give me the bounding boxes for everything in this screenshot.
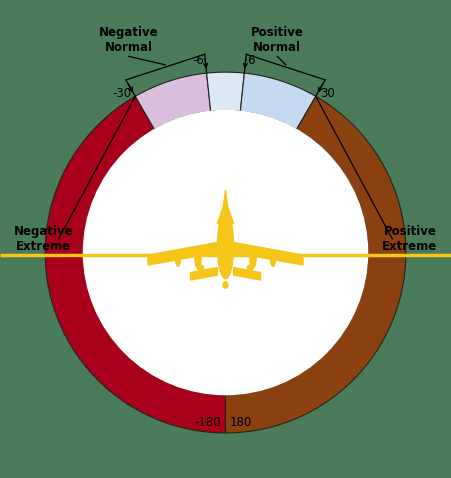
Text: Positive
Extreme: Positive Extreme bbox=[382, 225, 437, 253]
Ellipse shape bbox=[271, 251, 276, 266]
Text: 6: 6 bbox=[247, 54, 254, 67]
Polygon shape bbox=[234, 268, 261, 280]
Polygon shape bbox=[226, 96, 406, 433]
Polygon shape bbox=[45, 96, 226, 433]
Polygon shape bbox=[234, 242, 303, 265]
Text: 30: 30 bbox=[320, 87, 335, 100]
Text: -180: -180 bbox=[194, 416, 221, 429]
Ellipse shape bbox=[195, 250, 201, 268]
Ellipse shape bbox=[250, 250, 256, 268]
Text: Positive
Normal: Positive Normal bbox=[251, 26, 304, 54]
Ellipse shape bbox=[217, 214, 234, 279]
Polygon shape bbox=[207, 72, 244, 111]
Text: Negative
Extreme: Negative Extreme bbox=[14, 225, 73, 253]
Polygon shape bbox=[240, 73, 316, 130]
Ellipse shape bbox=[223, 282, 228, 288]
Polygon shape bbox=[190, 268, 217, 280]
Ellipse shape bbox=[248, 265, 253, 270]
Text: -30: -30 bbox=[112, 87, 131, 100]
Circle shape bbox=[83, 110, 368, 395]
Text: 180: 180 bbox=[230, 416, 252, 429]
Polygon shape bbox=[135, 73, 211, 130]
Polygon shape bbox=[148, 242, 217, 265]
Text: Negative
Normal: Negative Normal bbox=[99, 26, 158, 54]
Polygon shape bbox=[217, 200, 234, 224]
Text: -6: -6 bbox=[192, 54, 204, 67]
Polygon shape bbox=[221, 190, 230, 225]
Ellipse shape bbox=[175, 251, 180, 266]
Ellipse shape bbox=[198, 265, 203, 270]
Polygon shape bbox=[217, 242, 234, 252]
